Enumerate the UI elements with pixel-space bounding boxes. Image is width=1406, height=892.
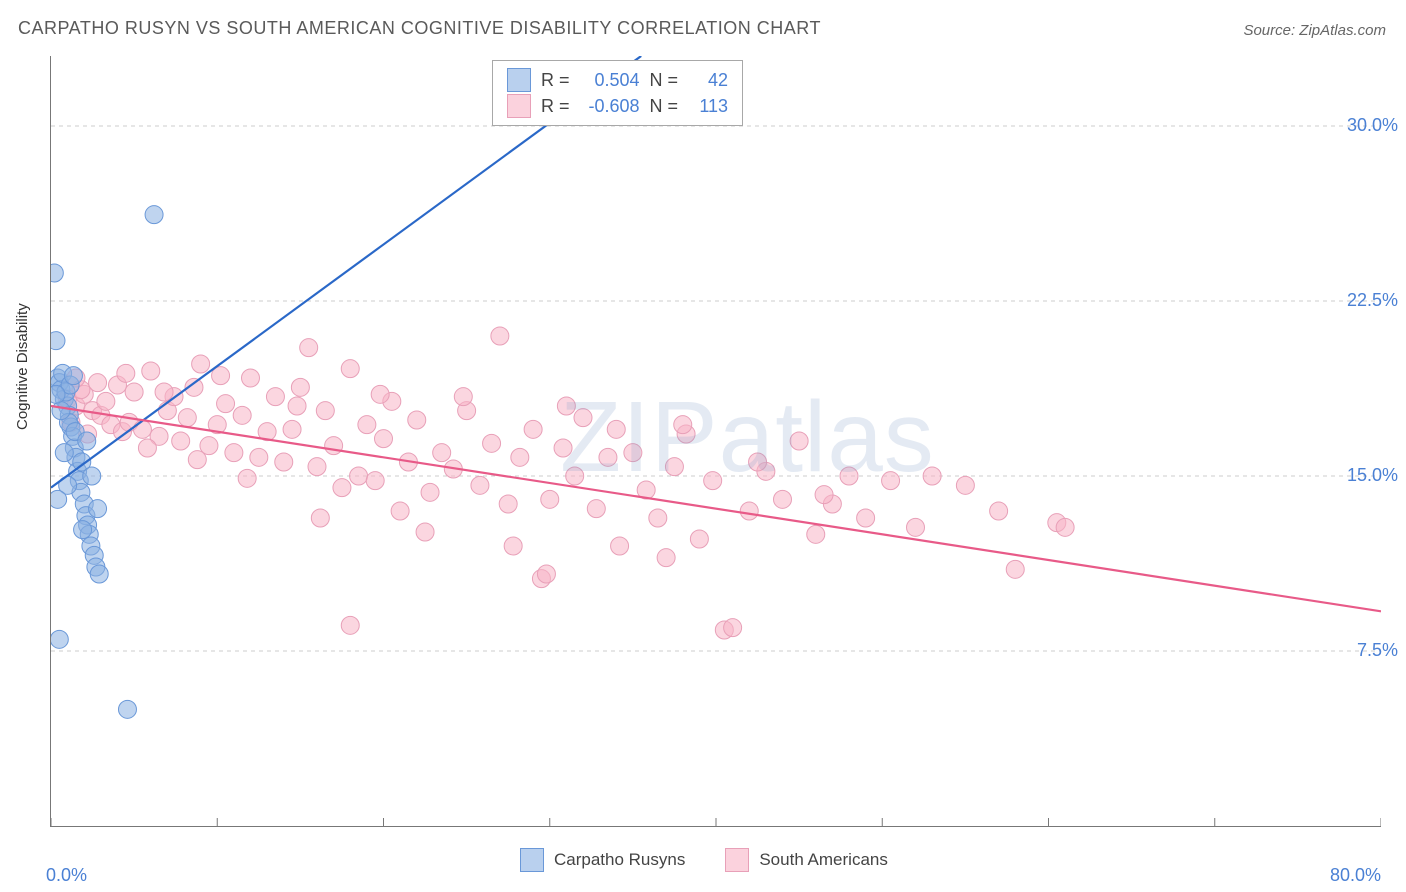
correlation-legend: R = 0.504 N = 42 R = -0.608 N = 113	[492, 60, 743, 126]
r-label: R =	[541, 96, 570, 117]
series-legend: Carpatho Rusyns South Americans	[520, 848, 888, 872]
n-label: N =	[650, 70, 679, 91]
y-tick-label: 30.0%	[1347, 115, 1398, 136]
swatch-blue-icon	[507, 68, 531, 92]
y-axis-label: Cognitive Disability	[14, 303, 31, 430]
swatch-pink-icon	[507, 94, 531, 118]
r-label: R =	[541, 70, 570, 91]
legend-label-pink: South Americans	[759, 850, 888, 870]
legend-item-blue: Carpatho Rusyns	[520, 848, 685, 872]
y-tick-label: 22.5%	[1347, 290, 1398, 311]
x-tick-label: 80.0%	[1330, 865, 1381, 886]
correlation-row-pink: R = -0.608 N = 113	[507, 93, 728, 119]
legend-item-pink: South Americans	[725, 848, 888, 872]
n-value-blue: 42	[688, 70, 728, 91]
correlation-row-blue: R = 0.504 N = 42	[507, 67, 728, 93]
y-tick-label: 7.5%	[1357, 640, 1398, 661]
n-value-pink: 113	[688, 96, 728, 117]
r-value-pink: -0.608	[580, 96, 640, 117]
chart-title: CARPATHO RUSYN VS SOUTH AMERICAN COGNITI…	[18, 18, 821, 39]
legend-label-blue: Carpatho Rusyns	[554, 850, 685, 870]
swatch-pink-icon	[725, 848, 749, 872]
chart-svg	[51, 56, 1381, 826]
x-tick-label: 0.0%	[46, 865, 87, 886]
swatch-blue-icon	[520, 848, 544, 872]
y-tick-label: 15.0%	[1347, 465, 1398, 486]
source-label: Source: ZipAtlas.com	[1243, 22, 1386, 39]
n-label: N =	[650, 96, 679, 117]
chart-plot-area	[50, 56, 1381, 827]
r-value-blue: 0.504	[580, 70, 640, 91]
